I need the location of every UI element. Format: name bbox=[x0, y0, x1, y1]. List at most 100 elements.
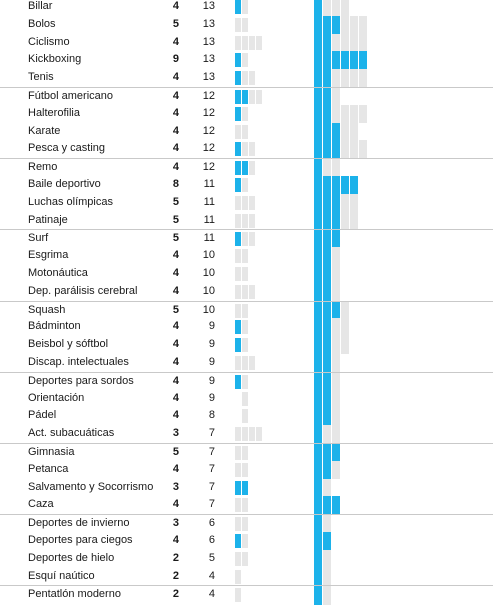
row-value-bold: 4 bbox=[172, 320, 179, 333]
cell-grey bbox=[350, 33, 358, 52]
cell-blue bbox=[235, 534, 241, 548]
table-row: Tenis 4 13 bbox=[0, 69, 493, 88]
row-value: 7 bbox=[208, 498, 215, 511]
cell-grey bbox=[235, 17, 241, 32]
cell-blue bbox=[314, 318, 322, 337]
cell-blue bbox=[332, 140, 340, 159]
row-value-bold: 4 bbox=[172, 462, 179, 475]
cell-grey bbox=[235, 498, 241, 513]
cell-blue bbox=[314, 211, 322, 230]
cell-blue bbox=[235, 232, 241, 247]
cell-grey bbox=[341, 193, 349, 213]
cell-grey bbox=[341, 69, 349, 88]
cell-grey bbox=[242, 106, 248, 121]
cell-blue bbox=[314, 354, 322, 373]
row-label: Dep. parálisis cerebral bbox=[28, 284, 138, 297]
cell-grey bbox=[249, 427, 255, 442]
row-value-bold: 4 bbox=[172, 0, 179, 12]
cell-blue bbox=[242, 480, 248, 495]
cell-blue bbox=[323, 51, 331, 70]
cell-blue bbox=[314, 478, 322, 497]
row-value: 11 bbox=[203, 213, 215, 226]
row-label: Caza bbox=[28, 498, 54, 511]
cell-blue bbox=[332, 122, 340, 141]
row-label: Surf bbox=[28, 232, 49, 245]
cell-blue bbox=[314, 460, 322, 480]
cell-blue bbox=[323, 301, 331, 320]
cell-blue bbox=[323, 33, 331, 52]
cell-grey bbox=[242, 142, 248, 157]
cell-blue bbox=[242, 90, 248, 104]
cell-grey bbox=[242, 53, 248, 68]
cell-blue bbox=[332, 51, 340, 70]
row-label: Pádel bbox=[28, 409, 57, 422]
cell-grey bbox=[350, 193, 358, 213]
cell-blue bbox=[332, 211, 340, 230]
row-value: 12 bbox=[202, 142, 215, 155]
row-value-bold: 3 bbox=[172, 480, 179, 493]
row-value-bold: 4 bbox=[172, 71, 179, 84]
cell-blue bbox=[323, 444, 331, 463]
table-row: Deportes para ciegos 4 6 bbox=[0, 532, 493, 551]
cell-blue bbox=[314, 51, 322, 70]
row-label: Esgrima bbox=[28, 249, 69, 262]
cell-grey bbox=[249, 356, 255, 370]
row-value-bold: 4 bbox=[172, 374, 179, 387]
row-value-bold: 4 bbox=[172, 161, 179, 174]
row-value: 12 bbox=[202, 161, 215, 174]
table-row: Petanca 4 7 bbox=[0, 460, 493, 480]
cell-grey bbox=[350, 104, 358, 124]
row-label: Bádminton bbox=[28, 320, 81, 333]
cell-grey bbox=[332, 265, 340, 284]
cell-blue bbox=[314, 389, 322, 408]
cell-grey bbox=[235, 303, 241, 318]
cell-blue bbox=[314, 193, 322, 213]
cell-blue bbox=[314, 425, 322, 444]
cell-blue bbox=[323, 460, 331, 480]
cell-grey bbox=[235, 195, 241, 210]
cell-grey bbox=[332, 318, 340, 337]
cell-grey bbox=[235, 427, 241, 442]
cell-blue bbox=[323, 496, 331, 515]
cell-blue bbox=[235, 53, 241, 68]
row-label: Patinaje bbox=[28, 213, 68, 226]
row-value: 4 bbox=[208, 569, 215, 582]
table-row: Dep. parálisis cerebral 4 10 bbox=[0, 282, 493, 302]
cell-grey bbox=[242, 374, 248, 389]
cell-grey bbox=[242, 517, 248, 532]
cell-blue bbox=[314, 230, 322, 249]
cell-grey bbox=[249, 90, 255, 104]
table-row: Surf 5 11 bbox=[0, 229, 493, 249]
cell-grey bbox=[235, 517, 241, 532]
cell-grey bbox=[332, 282, 340, 302]
row-value: 13 bbox=[202, 35, 215, 48]
cell-blue bbox=[323, 69, 331, 88]
cell-grey bbox=[235, 284, 241, 299]
cell-grey bbox=[323, 515, 331, 534]
cell-blue bbox=[332, 15, 340, 35]
cell-grey bbox=[341, 301, 349, 320]
cell-blue bbox=[235, 374, 241, 389]
row-value: 13 bbox=[202, 71, 215, 84]
table-row: Esquí naútico 2 4 bbox=[0, 567, 493, 586]
cell-blue bbox=[359, 51, 367, 70]
table-row: Karate 4 12 bbox=[0, 122, 493, 141]
cell-blue bbox=[323, 354, 331, 373]
cell-grey bbox=[350, 69, 358, 88]
cell-grey bbox=[341, 104, 349, 124]
cell-blue bbox=[332, 496, 340, 515]
row-value-bold: 3 bbox=[172, 427, 179, 440]
cell-blue bbox=[323, 247, 331, 266]
cell-grey bbox=[332, 407, 340, 426]
row-value: 8 bbox=[208, 409, 215, 422]
cell-blue bbox=[314, 176, 322, 195]
row-value-bold: 4 bbox=[172, 267, 179, 279]
cell-blue bbox=[314, 15, 322, 35]
cell-blue bbox=[314, 104, 322, 124]
cell-blue bbox=[314, 265, 322, 284]
row-value: 9 bbox=[208, 338, 215, 351]
row-label: Orientación bbox=[28, 391, 85, 404]
cell-blue bbox=[314, 69, 322, 88]
cell-grey bbox=[332, 33, 340, 52]
cell-blue bbox=[323, 282, 331, 302]
